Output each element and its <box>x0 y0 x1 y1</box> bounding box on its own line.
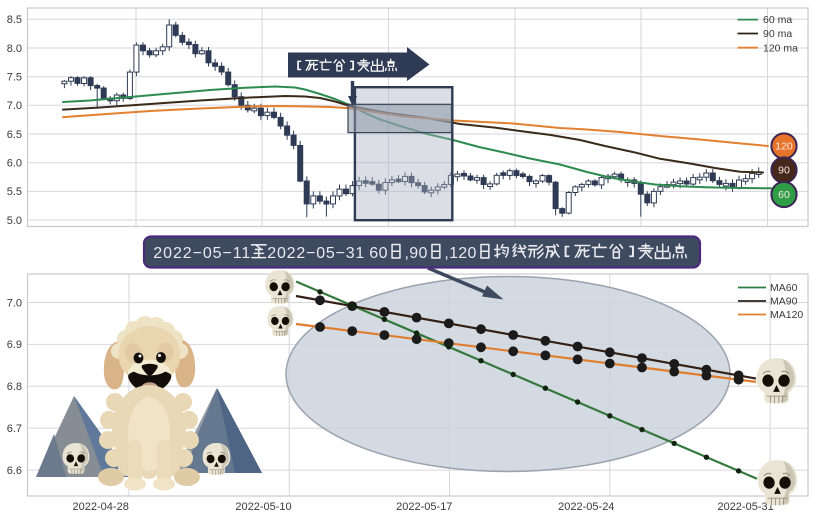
svg-text:120: 120 <box>775 141 793 153</box>
svg-text:2022−05−31: 2022−05−31 <box>267 245 364 262</box>
svg-text:2022-05-10: 2022-05-10 <box>235 501 291 513</box>
svg-text:90 ma: 90 ma <box>763 28 792 40</box>
svg-text:5.5: 5.5 <box>7 186 22 198</box>
svg-text:120: 120 <box>449 245 476 262</box>
svg-text:5.0: 5.0 <box>7 215 22 227</box>
svg-text:6.7: 6.7 <box>7 423 22 435</box>
svg-text:,: , <box>405 245 409 262</box>
svg-text:2022-04-28: 2022-04-28 <box>73 501 129 513</box>
svg-text:60: 60 <box>369 245 387 262</box>
svg-text:6.9: 6.9 <box>7 339 22 351</box>
svg-text:7.5: 7.5 <box>7 72 22 84</box>
svg-text:120 ma: 120 ma <box>763 42 798 54</box>
svg-text:2022-05-24: 2022-05-24 <box>558 501 614 513</box>
svg-text:2022-05-31: 2022-05-31 <box>717 501 773 513</box>
svg-text:60: 60 <box>778 189 790 201</box>
svg-text:MA60: MA60 <box>770 282 798 294</box>
svg-text:8.5: 8.5 <box>7 14 22 26</box>
svg-text:6.0: 6.0 <box>7 158 22 170</box>
svg-text:8.0: 8.0 <box>7 43 22 55</box>
svg-text:60 ma: 60 ma <box>763 14 792 26</box>
svg-text:MA120: MA120 <box>770 309 803 321</box>
svg-text:6.8: 6.8 <box>7 381 22 393</box>
svg-text:2022-05-17: 2022-05-17 <box>396 501 452 513</box>
svg-text:90: 90 <box>409 245 427 262</box>
svg-text:90: 90 <box>778 165 790 177</box>
svg-text:,: , <box>444 245 448 262</box>
svg-text:MA90: MA90 <box>770 296 798 308</box>
svg-text:7.0: 7.0 <box>7 297 22 309</box>
svg-text:2022−05−11: 2022−05−11 <box>153 245 250 262</box>
svg-text:6.5: 6.5 <box>7 129 22 141</box>
svg-text:7.0: 7.0 <box>7 100 22 112</box>
svg-text:6.6: 6.6 <box>7 465 22 477</box>
